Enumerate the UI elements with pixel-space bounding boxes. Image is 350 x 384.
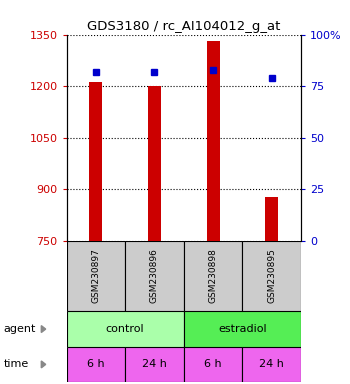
Title: GDS3180 / rc_AI104012_g_at: GDS3180 / rc_AI104012_g_at	[87, 20, 280, 33]
Bar	[66, 311, 184, 347]
Text: GSM230898: GSM230898	[209, 248, 218, 303]
Text: estradiol: estradiol	[218, 324, 267, 334]
Bar	[242, 347, 301, 382]
Bar	[184, 241, 242, 311]
Text: control: control	[106, 324, 145, 334]
Text: GSM230895: GSM230895	[267, 248, 276, 303]
Bar	[184, 311, 301, 347]
Bar	[66, 347, 125, 382]
Bar	[148, 86, 161, 241]
Bar	[242, 241, 301, 311]
Text: 24 h: 24 h	[142, 359, 167, 369]
Bar	[89, 82, 102, 241]
Text: 6 h: 6 h	[204, 359, 222, 369]
Text: 24 h: 24 h	[259, 359, 284, 369]
Bar	[125, 347, 184, 382]
Text: 6 h: 6 h	[87, 359, 105, 369]
Bar	[206, 41, 219, 241]
Text: GSM230897: GSM230897	[91, 248, 100, 303]
Text: GSM230896: GSM230896	[150, 248, 159, 303]
Bar	[66, 241, 125, 311]
Text: time: time	[4, 359, 29, 369]
Text: agent: agent	[4, 324, 36, 334]
Bar	[125, 241, 184, 311]
Bar	[184, 347, 242, 382]
Bar	[265, 197, 278, 241]
